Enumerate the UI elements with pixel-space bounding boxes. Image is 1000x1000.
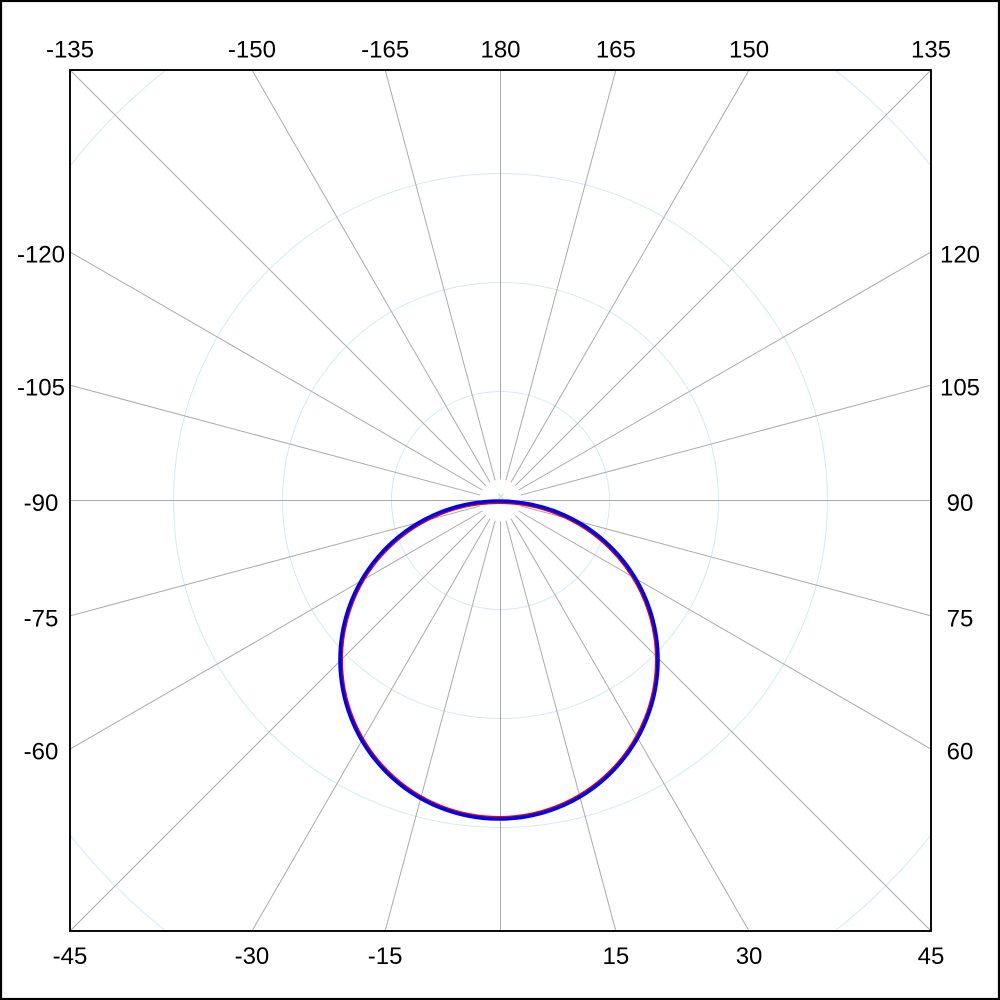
svg-text:-150: -150 [228, 36, 276, 63]
svg-text:150: 150 [729, 36, 769, 63]
svg-text:-30: -30 [235, 943, 270, 970]
svg-text:15: 15 [602, 943, 629, 970]
svg-text:75: 75 [947, 605, 974, 632]
svg-text:-60: -60 [24, 739, 59, 766]
svg-text:-75: -75 [24, 605, 59, 632]
svg-text:90: 90 [947, 490, 974, 517]
svg-text:-45: -45 [53, 943, 88, 970]
svg-text:-165: -165 [361, 36, 409, 63]
svg-text:30: 30 [736, 943, 763, 970]
svg-text:-105: -105 [17, 375, 65, 402]
svg-text:-135: -135 [46, 36, 94, 63]
svg-text:60: 60 [947, 739, 974, 766]
svg-text:45: 45 [918, 943, 945, 970]
svg-text:-120: -120 [17, 241, 65, 268]
svg-text:165: 165 [596, 36, 636, 63]
svg-text:120: 120 [940, 241, 980, 268]
svg-text:135: 135 [911, 36, 951, 63]
svg-text:-15: -15 [368, 943, 403, 970]
svg-text:-90: -90 [24, 490, 59, 517]
svg-text:180: 180 [480, 36, 520, 63]
svg-text:105: 105 [940, 375, 980, 402]
